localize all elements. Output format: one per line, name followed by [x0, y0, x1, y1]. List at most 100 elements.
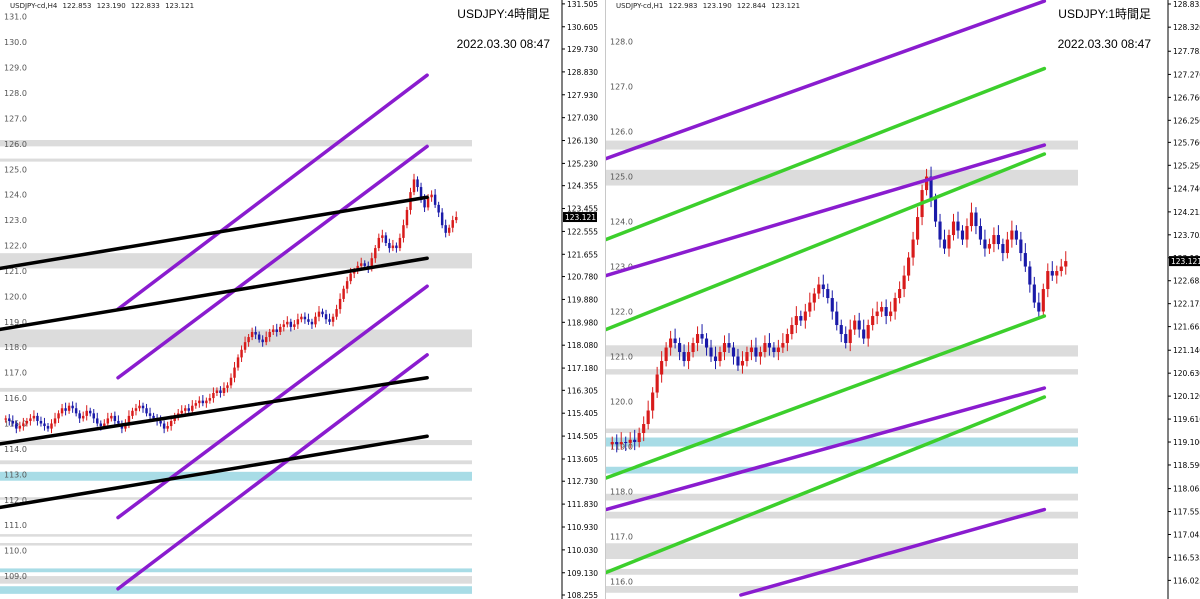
- h1-trendline-green-4: [606, 66, 1047, 242]
- h4-candle-body-112: [398, 237, 402, 249]
- h1-inner-label-0: 128.0: [610, 38, 633, 47]
- h1-candle-body-3: [624, 442, 628, 444]
- h1-inner-label-11: 117.0: [610, 533, 633, 542]
- h1-axis-label-2: 127.785: [1173, 47, 1200, 56]
- h1-candle-body-67: [911, 239, 915, 258]
- h1-candle-body-33: [758, 352, 762, 357]
- h1-candle-body-4: [628, 439, 632, 443]
- h1-candle-body-27: [731, 347, 736, 357]
- h1-inner-label-8: 120.0: [610, 398, 633, 407]
- h4-inner-label-13: 118.0: [4, 343, 27, 352]
- h4-inner-label-14: 117.0: [4, 369, 27, 378]
- h1-zone-gray-4: [606, 428, 1078, 434]
- h4-axis-label-2: 129.730: [567, 45, 598, 54]
- h4-date: 2022.03.30 08:47: [456, 37, 550, 51]
- h4-zone-gray-0: [0, 140, 472, 147]
- h1-plot-area: [606, 0, 1168, 599]
- h4-candle-body-24: [88, 410, 92, 414]
- h4-candle-body-107: [381, 235, 384, 238]
- h4-inner-label-1: 130.0: [4, 38, 27, 47]
- h4-axis-label-16: 117.180: [567, 364, 598, 373]
- h4-candle-body-5: [22, 423, 25, 427]
- h4-candle-body-119: [423, 199, 426, 208]
- h4-trendline-black-4: [0, 195, 429, 271]
- h4-candle-body-63: [226, 385, 229, 388]
- h1-candle-body-36: [772, 347, 776, 353]
- h1-candle-body-86: [996, 235, 1000, 245]
- h1-candle-body-38: [781, 343, 785, 348]
- h4-inner-label-18: 113.0: [4, 470, 27, 479]
- h1-inner-label-10: 118.0: [610, 488, 633, 497]
- h1-open: 122.983: [668, 2, 698, 10]
- h1-candle-body-2: [619, 442, 623, 445]
- h4-inner-label-0: 131.0: [4, 13, 27, 22]
- h1-candle-body-66: [907, 257, 911, 276]
- h4-candle-body-102: [363, 263, 366, 266]
- h4-axis-label-20: 113.605: [567, 455, 598, 464]
- h1-candle-body-6: [637, 433, 641, 443]
- h1-candle-body-19: [695, 334, 700, 344]
- h4-candle-body-31: [113, 415, 117, 421]
- h4-zone-gray-4: [0, 387, 472, 392]
- h4-candle-body-73: [261, 339, 264, 343]
- h4-candle-body-87: [310, 321, 314, 325]
- h4-candle-body-109: [388, 242, 391, 249]
- h1-symbol: USDJPY-cd,H1: [616, 2, 664, 10]
- h4-zone-gray-6: [0, 460, 472, 465]
- h4-candle-body-76: [272, 329, 275, 332]
- h1-candle-body-20: [700, 334, 704, 339]
- h4-candle-body-128: [455, 217, 458, 221]
- h4-candle-body-10: [39, 420, 43, 424]
- h1-candle-body-90: [1014, 230, 1018, 240]
- h4-axis-label-15: 118.080: [567, 341, 598, 350]
- h1-candle-body-22: [709, 347, 713, 357]
- h4-candle-body-71: [254, 331, 257, 335]
- h4-inner-label-4: 127.0: [4, 114, 27, 123]
- h4-inner-label-7: 124.0: [4, 191, 27, 200]
- h1-candle-body-52: [844, 334, 848, 344]
- h4-chart-canvas[interactable]: 131.0 130.0 129.0 128.0 127.0 126.0 125.0 124.0…: [0, 0, 600, 599]
- h4-zone-blue-2: [0, 586, 472, 594]
- chart-panel-h1[interactable]: 128.0 127.0 126.0 125.0 124.0 123.0 122.0 121.0…: [605, 0, 1200, 599]
- h4-inner-label-20: 111.0: [4, 521, 27, 530]
- h4-inner-label-6: 125.0: [4, 165, 27, 174]
- h4-candle-body-45: [162, 423, 166, 429]
- h1-axis-label-7: 125.250: [1173, 161, 1200, 170]
- h4-candle-body-15: [57, 413, 60, 419]
- h4-candle-body-17: [64, 408, 67, 411]
- h1-candle-body-76: [951, 221, 956, 236]
- chart-panel-h4[interactable]: 131.0 130.0 129.0 128.0 127.0 126.0 125.0 124.0…: [0, 0, 600, 599]
- h1-chart-canvas[interactable]: 128.0 127.0 126.0 125.0 124.0 123.0 122.0 121.0…: [606, 0, 1200, 599]
- h4-candle-body-68: [243, 342, 247, 350]
- h1-inner-label-7: 121.0: [610, 353, 633, 362]
- h4-candle-body-1: [8, 418, 11, 421]
- h4-trendline-purple-1: [116, 144, 429, 380]
- h4-candle-body-88: [314, 316, 317, 325]
- h1-inner-label-5: 123.0: [610, 263, 633, 272]
- h1-axis-label-20: 118.590: [1173, 461, 1200, 470]
- h1-candle-body-97: [1046, 271, 1050, 290]
- h4-inner-label-5: 126.0: [4, 140, 27, 149]
- h4-current-price-tag: [563, 212, 597, 223]
- h4-plot-area: [0, 0, 562, 599]
- h4-candle-body-42: [152, 415, 155, 419]
- h1-axis-label-0: 128.835: [1173, 0, 1200, 9]
- h4-candle-body-91: [324, 314, 328, 320]
- h1-candle-body-92: [1023, 253, 1027, 267]
- h1-inner-label-4: 124.0: [610, 218, 633, 227]
- h4-candle-body-55: [198, 400, 201, 404]
- h4-candle-body-8: [32, 415, 36, 419]
- h4-candle-body-69: [247, 337, 250, 343]
- h4-zone-blue-1: [0, 568, 472, 573]
- h4-inner-label-3: 128.0: [4, 89, 27, 98]
- h1-candle-body-70: [924, 176, 929, 191]
- h1-axis-label-1: 128.320: [1173, 23, 1200, 32]
- h4-candle-body-108: [384, 235, 388, 243]
- h4-candle-body-83: [296, 319, 300, 325]
- h1-inner-label-1: 127.0: [610, 83, 633, 92]
- h1-candle-body-88: [1005, 239, 1009, 254]
- h4-candle-body-51: [184, 408, 187, 411]
- h4-axis-label-7: 125.230: [567, 159, 598, 168]
- h1-zone-gray-6: [606, 511, 1078, 519]
- h4-candle-body-111: [395, 245, 398, 249]
